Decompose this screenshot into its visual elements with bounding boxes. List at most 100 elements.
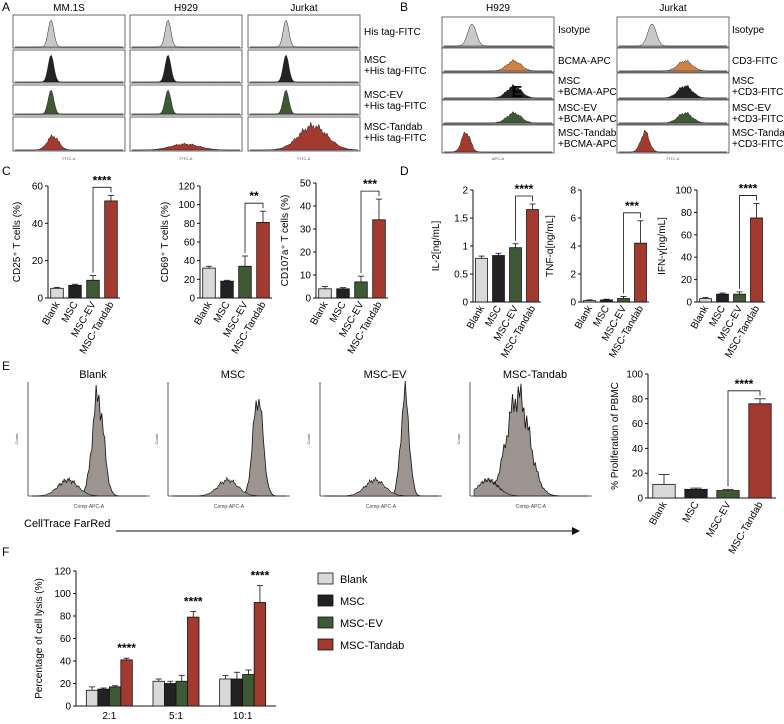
significance-bracket: [727, 390, 761, 487]
bar-blank: [475, 257, 488, 303]
y-tick-label: 100: [675, 186, 692, 197]
panel-a-histogram: [15, 89, 123, 115]
bar-msc: [716, 293, 729, 303]
panel-a-hist-box: [129, 84, 243, 116]
panel-e-histogram: [32, 384, 146, 497]
panel-e-y-label: Count: [456, 433, 461, 445]
y-tick-label: 80: [681, 208, 693, 219]
legend-swatch: [317, 638, 334, 651]
panel-b-histogram: [444, 83, 552, 99]
y-tick-label: 0: [37, 294, 43, 305]
panel-a-hist-box: [12, 84, 126, 116]
y-tick-label: 40: [184, 256, 196, 267]
panel-b-row-label-right: CD3-FITC: [732, 56, 778, 67]
panel-b-histogram: [444, 131, 552, 153]
bar-msc-ev: [86, 279, 100, 299]
y-tick-label: 60: [60, 634, 72, 645]
y-tick-label: 0: [462, 298, 468, 309]
panel-a-hist-box: [12, 49, 126, 84]
panel-e-histogram: [473, 383, 588, 497]
y-tick-label: 4: [570, 242, 576, 253]
y-tick-label: 20: [184, 275, 196, 286]
panel-label-e: E: [2, 359, 10, 373]
bar-msc: [336, 288, 350, 299]
panel-a-hist-box: [129, 49, 243, 84]
panel-a-hist-box: [129, 14, 243, 49]
panel-label-b: B: [400, 0, 408, 14]
y-tick-label: 40: [32, 219, 44, 230]
significance-bracket: [360, 190, 380, 274]
bar-msc-ev: [242, 674, 255, 707]
panel-a-histogram: [250, 54, 358, 83]
panel-a-hist-box: [247, 49, 361, 84]
panel-f-cell-lysis: 0 20 40 60 80 100 120 **** 2:1 **** 5:1 **** 10:1 Per…: [34, 567, 404, 723]
y-axis-label: IFN-γ[ng/mL]: [657, 217, 668, 275]
panel-e-x-label: Comp-APC-A: [366, 504, 397, 510]
panel-b-hist-box: [441, 99, 555, 125]
y-tick-label: 20: [632, 469, 644, 480]
significance-stars: ***: [625, 199, 639, 213]
significance-stars: ***: [363, 177, 377, 191]
bar-msc: [684, 488, 708, 499]
y-tick-label: 2: [462, 186, 468, 197]
panel-b-histogram: [444, 59, 552, 72]
panel-a-axis-label: FITC-A: [298, 156, 311, 161]
panel-a-histograms: MM.1S FITC-A H929 FITC-A Jurkat FITC-A His tag…: [12, 3, 427, 161]
panel-b-row-label-left: BCMA-APC: [558, 56, 611, 67]
x-tick-label: 2:1: [102, 711, 116, 722]
panel-b-hist-box: [616, 124, 730, 154]
bar-msc-tandab: [253, 602, 267, 707]
panel-a-row-label: MSC +His tag-FITC: [364, 55, 427, 77]
y-tick-label: 0: [189, 294, 195, 305]
bar-msc: [97, 688, 110, 707]
bar-blank: [85, 689, 99, 707]
significance-bracket: [515, 195, 533, 241]
y-tick-label: 0: [686, 298, 692, 309]
panel-b-histogram: [619, 111, 727, 124]
panel-a-axis-label: FITC-A: [180, 156, 193, 161]
y-tick-label: 0: [65, 702, 71, 713]
panel-e-shoulder: [32, 477, 99, 497]
panel-a-histogram: [132, 89, 240, 115]
bar-msc-tandab: [748, 403, 772, 499]
y-tick-label: 10: [300, 271, 312, 282]
panel-a-hist-box: [247, 116, 361, 152]
panel-a-hist-box: [247, 14, 361, 49]
panel-b-histogram: [619, 84, 727, 99]
bar-msc: [230, 678, 244, 707]
y-tick-label: 0: [305, 294, 311, 305]
panel-e-histogram: [324, 380, 438, 497]
significance-bracket: [623, 212, 641, 294]
panel-b-histograms: H929 APC-A Jurkat FITC-A Isotype BCMA-APC MSC +…: [441, 3, 784, 161]
x-tick-label: MSC-Tandab: [727, 500, 766, 556]
significance-stars: ****: [184, 595, 203, 609]
y-tick-label: 20: [300, 248, 312, 259]
x-tick-label: Blank: [309, 299, 332, 327]
y-tick-label: 120: [178, 182, 195, 193]
y-tick-label: 60: [681, 230, 693, 241]
y-tick-label: 40: [60, 657, 72, 668]
bar-msc-tandab: [187, 616, 200, 707]
panel-a-histogram: [250, 121, 359, 151]
panel-a-col-title: Jurkat: [290, 3, 317, 14]
legend-swatch: [317, 594, 334, 607]
panel-e-plot-title: MSC: [221, 369, 246, 381]
panel-a-row-label: His tag-FITC: [364, 27, 421, 38]
bar-msc: [220, 280, 234, 299]
bar-msc: [164, 683, 177, 707]
bar-msc: [68, 284, 82, 299]
panel-b-axis-label: APC-A: [492, 156, 505, 161]
panel-b-row-label-right: MSC-EV +CD3-FITC: [732, 103, 783, 125]
bar-msc-ev: [108, 686, 122, 707]
panel-b-col-title: H929: [486, 3, 510, 14]
y-tick-label: 0.5: [454, 270, 468, 281]
y-tick-label: 40: [300, 202, 312, 213]
panel-b-hist-box: [616, 47, 730, 73]
significance-bracket: [92, 186, 112, 273]
y-tick-label: 1: [462, 242, 468, 253]
y-axis-label: TNF-α[ng/mL]: [545, 215, 556, 277]
panel-a-histogram: [132, 54, 240, 83]
panel-a-histogram: [132, 142, 240, 151]
x-tick-label: Blank: [465, 303, 488, 331]
